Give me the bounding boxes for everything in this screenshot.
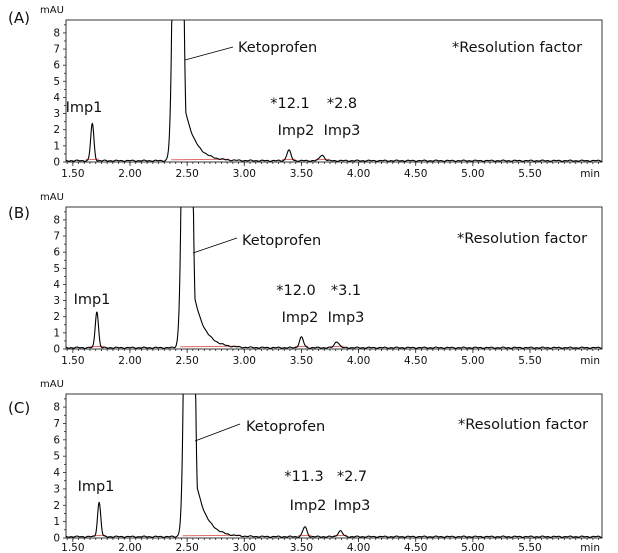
peak-label-imp3: Imp3 [328,310,365,326]
plot-frame [65,206,603,350]
plot-frame [65,19,603,163]
x-tick-label: 5.00 [461,542,484,553]
x-tick-label: 3.00 [233,168,256,180]
x-tick-label: 3.00 [233,355,256,367]
ketoprofen-leader-line [192,237,238,254]
y-tick-label: 1 [53,327,60,339]
y-tick-label: 3 [53,295,60,307]
y-tick-label: 2 [53,500,60,512]
x-tick-label: 3.50 [290,355,313,367]
x-tick-label: 5.50 [518,355,541,367]
resolution-factor-note: *Resolution factor [457,231,587,247]
y-tick-label: 7 [53,418,60,430]
resolution-imp2: *12.0 [276,283,316,299]
x-tick-label: 3.50 [290,542,313,553]
y-tick-label: 2 [53,124,60,136]
y-tick-label: 3 [53,483,60,495]
y-tick-label: 5 [53,76,60,88]
x-tick-label: 2.00 [118,542,141,553]
y-axis-unit: mAU [40,192,64,203]
peak-label-imp3: Imp3 [334,498,371,514]
x-axis-unit: min [580,355,600,367]
ketoprofen-leader-line [184,46,234,61]
peak-label-imp2: Imp2 [278,123,315,139]
y-tick-label: 8 [53,214,60,226]
chart-panel: (B) mAU 0 1 2 3 4 5 6 7 8 1.50 2.00 2.50 3.00 3.50 4.00 4… [8,192,603,367]
y-tick-label: 3 [53,108,60,120]
x-tick-label: 3.50 [290,168,313,180]
y-axis-unit: mAU [40,5,64,16]
panel-label: (C) [8,399,30,417]
y-tick-label: 7 [53,231,60,243]
x-tick-label: 2.00 [118,168,141,180]
y-tick-label: 8 [53,27,60,39]
x-tick-label: 4.00 [347,542,370,553]
y-tick-label: 0 [53,533,60,545]
chromatogram-trace [66,207,602,349]
plot-frame [65,393,603,539]
x-tick-label: 4.00 [347,355,370,367]
x-tick-label: 5.50 [518,542,541,553]
panel-label: (A) [8,9,30,27]
chromatogram-trace [66,20,602,162]
y-tick-label: 5 [53,263,60,275]
y-tick-label: 0 [53,344,60,356]
resolution-imp3: *2.7 [337,469,367,485]
peak-label-imp2: Imp2 [290,498,327,514]
ketoprofen-leader-line [194,423,241,442]
peak-label-imp1: Imp1 [78,479,115,495]
y-tick-label: 6 [53,247,60,259]
y-tick-label: 7 [53,44,60,56]
x-tick-label: 1.50 [61,168,84,180]
y-tick-label: 4 [53,92,60,104]
peak-label-imp2: Imp2 [282,310,319,326]
x-axis-unit: min [580,168,600,180]
x-tick-label: 1.50 [61,542,84,553]
y-tick-label: 2 [53,311,60,323]
peak-label-imp3: Imp3 [324,123,361,139]
y-tick-label: 1 [53,140,60,152]
peak-label-ketoprofen: Ketoprofen [238,40,317,56]
y-tick-label: 4 [53,467,60,479]
x-tick-label: 2.50 [175,355,198,367]
x-tick-label: 4.50 [404,542,427,553]
x-tick-label: 5.50 [518,168,541,180]
x-tick-label: 4.00 [347,168,370,180]
resolution-imp3: *3.1 [331,283,361,299]
y-tick-label: 5 [53,451,60,463]
x-axis-unit: min [580,542,600,553]
panel-label: (B) [8,204,30,222]
x-tick-label: 2.50 [175,168,198,180]
resolution-imp3: *2.8 [327,96,357,112]
x-tick-label: 4.50 [404,355,427,367]
chart-panel: (C) mAU 0 1 2 3 4 5 6 7 8 1.50 2.00 2.50 3.00 3.50 4.00 4… [8,379,603,553]
y-axis-unit: mAU [40,379,64,390]
y-tick-label: 0 [53,157,60,169]
resolution-factor-note: *Resolution factor [458,417,588,433]
x-tick-label: 1.50 [61,355,84,367]
x-tick-label: 4.50 [404,168,427,180]
peak-label-ketoprofen: Ketoprofen [246,419,325,435]
peak-label-ketoprofen: Ketoprofen [242,233,321,249]
resolution-imp2: *12.1 [270,96,310,112]
peak-label-imp1: Imp1 [66,100,103,116]
y-tick-label: 8 [53,402,60,414]
x-tick-label: 5.00 [461,168,484,180]
chromatogram-trace [66,394,602,538]
y-tick-label: 4 [53,279,60,291]
chart-panel: (A) mAU 0 1 2 3 4 5 6 7 8 1.50 2.00 2.50 3.00 3.50 4.00 4… [8,5,603,180]
resolution-imp2: *11.3 [284,469,324,485]
x-tick-label: 2.50 [175,542,198,553]
resolution-factor-note: *Resolution factor [452,40,582,56]
x-tick-label: 2.00 [118,355,141,367]
x-tick-label: 5.00 [461,355,484,367]
y-tick-label: 1 [53,516,60,528]
x-tick-label: 3.00 [233,542,256,553]
peak-label-imp1: Imp1 [74,292,111,308]
y-tick-label: 6 [53,434,60,446]
y-tick-label: 6 [53,60,60,72]
